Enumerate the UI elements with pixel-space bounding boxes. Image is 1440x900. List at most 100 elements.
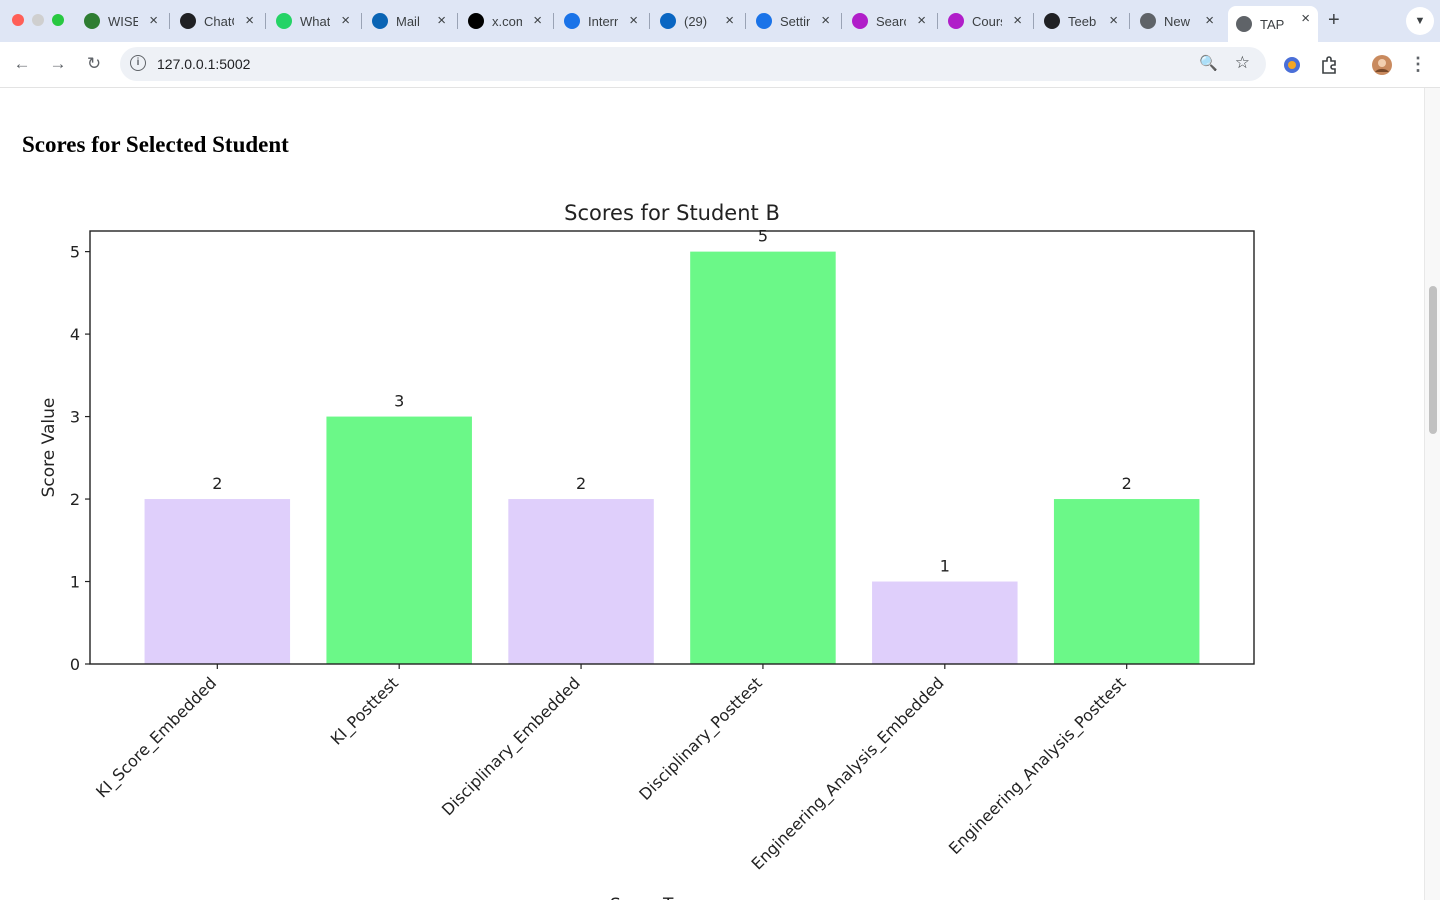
tab-title: x.com — [492, 14, 522, 29]
tab-title: WISE — [108, 14, 138, 29]
browser-tab[interactable]: WhatsApp × — [268, 8, 358, 34]
close-tab-icon[interactable]: × — [1013, 12, 1022, 30]
browser-menu-button[interactable]: ⋮ — [1407, 54, 1429, 75]
tab-title: Search — [876, 14, 906, 29]
browser-tab[interactable]: Mail × — [364, 8, 454, 34]
bookmark-star-icon[interactable]: ☆ — [1235, 53, 1250, 73]
tab-separator — [457, 13, 458, 29]
tab-separator — [937, 13, 938, 29]
browser-tab[interactable]: Settings × — [748, 8, 838, 34]
tab-title: ChatGPT — [204, 14, 234, 29]
close-window-button[interactable] — [12, 14, 24, 26]
scrollbar-thumb[interactable] — [1429, 286, 1437, 434]
browser-tab[interactable]: Search × — [844, 8, 934, 34]
zoom-icon[interactable]: 🔍 — [1199, 54, 1218, 72]
tab-title: Courses — [972, 14, 1002, 29]
close-tab-icon[interactable]: × — [1205, 12, 1214, 30]
data-label: 3 — [394, 392, 404, 411]
browser-tab[interactable]: New × — [1132, 8, 1222, 34]
maximize-window-button[interactable] — [52, 14, 64, 26]
site-info-icon[interactable]: i — [130, 55, 146, 71]
gear-icon — [756, 13, 772, 29]
x-icon — [468, 13, 484, 29]
tab-title: Settings — [780, 14, 810, 29]
data-label: 2 — [1122, 474, 1132, 493]
new-tab-button[interactable]: + — [1328, 9, 1340, 32]
y-tick-label: 2 — [70, 490, 80, 509]
minimize-window-button[interactable] — [32, 14, 44, 26]
course-icon — [948, 13, 964, 29]
x-tick-label: Engineering_Analysis_Posttest — [945, 673, 1130, 858]
tab-separator — [745, 13, 746, 29]
close-tab-icon[interactable]: × — [437, 12, 446, 30]
github-icon — [1044, 13, 1060, 29]
close-tab-icon[interactable]: × — [629, 12, 638, 30]
whatsapp-icon — [276, 13, 292, 29]
globe-icon — [1236, 16, 1252, 32]
extension-icon[interactable] — [1283, 56, 1301, 74]
data-label: 2 — [576, 474, 586, 493]
forward-button[interactable]: → — [47, 54, 69, 74]
close-tab-icon[interactable]: × — [1301, 10, 1310, 28]
close-tab-icon[interactable]: × — [245, 12, 254, 30]
bar-ki-score-embedded — [145, 499, 291, 664]
tab-title: (29) — [684, 14, 714, 29]
url-text[interactable]: 127.0.0.1:5002 — [157, 56, 250, 72]
tab-separator — [553, 13, 554, 29]
tab-title: Internet — [588, 14, 618, 29]
back-button[interactable]: ← — [11, 54, 33, 74]
close-tab-icon[interactable]: × — [341, 12, 350, 30]
browser-tab[interactable]: TAP × — [1228, 6, 1318, 42]
y-tick-label: 3 — [70, 408, 80, 427]
data-label: 2 — [212, 474, 222, 493]
data-label: 5 — [758, 227, 768, 246]
page-content: Scores for Selected Student Scores for S… — [0, 88, 1424, 900]
reload-button[interactable]: ↻ — [83, 54, 105, 74]
close-tab-icon[interactable]: × — [533, 12, 542, 30]
close-tab-icon[interactable]: × — [821, 12, 830, 30]
tab-separator — [265, 13, 266, 29]
globe-icon — [564, 13, 580, 29]
extensions-puzzle-icon[interactable] — [1319, 55, 1339, 75]
profile-avatar[interactable] — [1371, 54, 1393, 76]
x-tick-label: Disciplinary_Embedded — [438, 673, 585, 820]
bar-disciplinary-posttest — [690, 252, 836, 664]
openai-icon — [180, 13, 196, 29]
browser-tab[interactable]: WISE × — [76, 8, 166, 34]
close-tab-icon[interactable]: × — [725, 12, 734, 30]
tab-separator — [841, 13, 842, 29]
browser-tab[interactable]: ChatGPT × — [172, 8, 262, 34]
tab-title: TAP — [1260, 17, 1290, 32]
y-tick-label: 5 — [70, 243, 80, 262]
browser-tab[interactable]: Courses × — [940, 8, 1030, 34]
tab-title: Mail — [396, 14, 426, 29]
tab-search-button[interactable]: ▼ — [1406, 7, 1434, 35]
tab-separator — [169, 13, 170, 29]
vertical-scrollbar[interactable] — [1424, 88, 1440, 900]
x-tick-label: KI_Score_Embedded — [92, 673, 221, 802]
data-label: 1 — [940, 557, 950, 576]
tab-title: New — [1164, 14, 1194, 29]
browser-toolbar: ← → ↻ i 127.0.0.1:5002 🔍 ☆ ⋮ — [0, 42, 1440, 88]
close-tab-icon[interactable]: × — [917, 12, 926, 30]
tab-separator — [361, 13, 362, 29]
tab-title: Teeb — [1068, 14, 1098, 29]
tab-strip: WISE×ChatGPT×WhatsApp×Mail×x.com×Interne… — [0, 0, 1440, 42]
browser-tab[interactable]: Internet × — [556, 8, 646, 34]
y-tick-label: 4 — [70, 325, 80, 344]
outlook-icon — [372, 13, 388, 29]
x-tick-label: Engineering_Analysis_Embedded — [748, 673, 949, 874]
tab-separator — [1033, 13, 1034, 29]
bar-engineering-analysis-posttest — [1054, 499, 1200, 664]
tab-title: WhatsApp — [300, 14, 330, 29]
bar-disciplinary-embedded — [508, 499, 654, 664]
tab-separator — [1129, 13, 1130, 29]
tab-separator — [649, 13, 650, 29]
browser-tab[interactable]: Teeb × — [1036, 8, 1126, 34]
close-tab-icon[interactable]: × — [1109, 12, 1118, 30]
close-tab-icon[interactable]: × — [149, 12, 158, 30]
browser-tab[interactable]: (29) × — [652, 8, 742, 34]
x-tick-label: KI_Posttest — [327, 673, 403, 749]
browser-tab[interactable]: x.com × — [460, 8, 550, 34]
address-bar[interactable]: i 127.0.0.1:5002 🔍 ☆ — [120, 47, 1266, 81]
